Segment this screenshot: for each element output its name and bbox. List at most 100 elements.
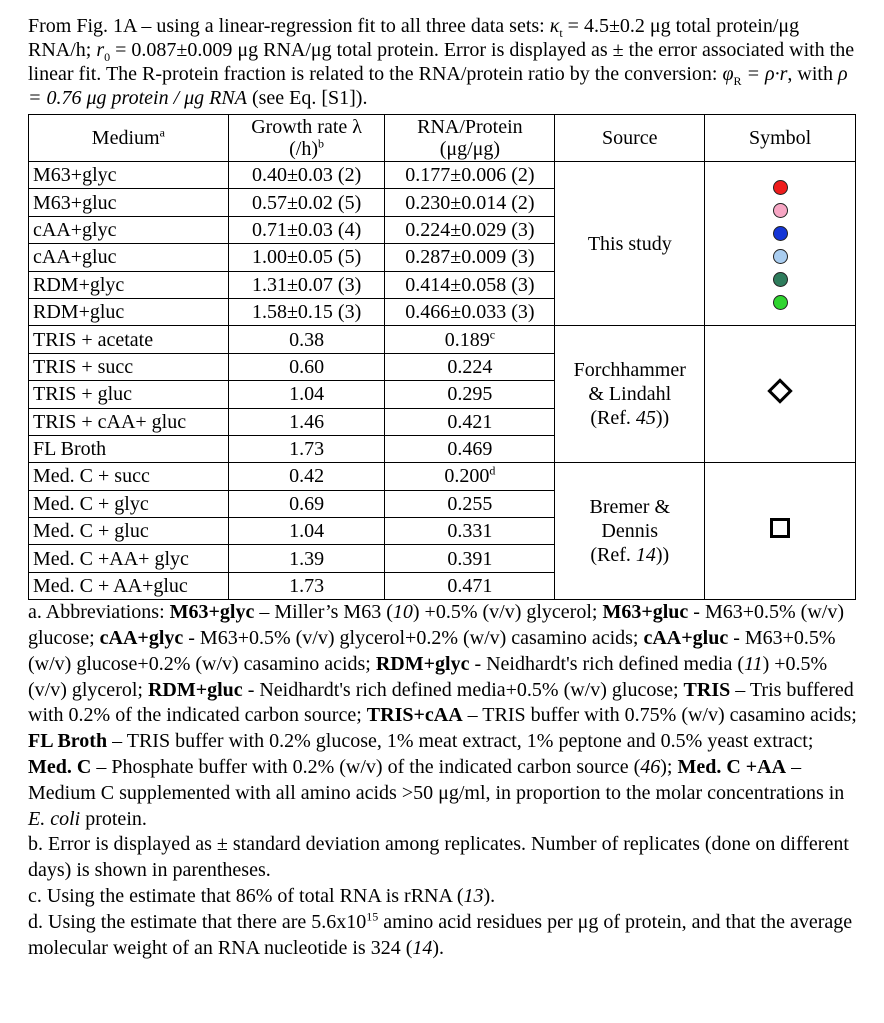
- footnote-text: c. Using the estimate that 86% of total …: [28, 885, 464, 908]
- cell-rna-protein: 0.177±0.006 (2): [384, 160, 556, 190]
- cell-medium: Med. C + glyc: [28, 489, 229, 519]
- cell-medium: M63+glyc: [28, 160, 229, 190]
- footnote-text: d. Using the estimate that there are 5.6…: [28, 910, 367, 933]
- footnote-term: TRIS: [683, 678, 731, 701]
- cell-growth-rate: 0.42: [227, 462, 386, 491]
- rna-value: 0.421: [447, 410, 493, 433]
- cell-medium: TRIS + gluc: [28, 380, 229, 409]
- source-line: Dennis: [601, 520, 659, 543]
- table-header-row: Mediuma Growth rate λ (/h)b RNA/Protein (μ…: [28, 114, 856, 162]
- source-line: & Lindahl: [588, 383, 672, 406]
- footnote-text: – TRIS buffer with 0.75% (w/v) casamino …: [462, 704, 857, 727]
- table-row: FL Broth 1.73 0.469: [28, 434, 856, 464]
- cell-growth-rate: 0.57±0.02 (5): [227, 188, 386, 217]
- cell-rna-protein: 0.230±0.014 (2): [384, 188, 556, 217]
- rna-value: 0.466±0.033 (3): [405, 301, 535, 324]
- cell-medium: cAA+gluc: [28, 243, 229, 272]
- footnote-a: a. Abbreviations: M63+glyc – Miller’s M6…: [28, 600, 858, 832]
- footnote-term: cAA+gluc: [643, 627, 729, 650]
- conversion-equation: = ρ·r: [746, 63, 788, 85]
- header-growth-rate: Growth rate λ (/h)b: [227, 114, 386, 162]
- cell-growth-rate: 0.69: [227, 489, 386, 519]
- footnote-text: protein.: [80, 807, 147, 830]
- cell-rna-protein: 0.224: [384, 352, 556, 382]
- table-row: M63+glyc 0.40±0.03 (2) 0.177±0.006 (2) This…: [28, 160, 856, 327]
- phi-subscript: R: [733, 74, 742, 88]
- cell-rna-protein: 0.469: [384, 434, 556, 464]
- r0-symbol: r: [96, 39, 105, 61]
- source-ref-number: 14: [635, 544, 656, 567]
- source-line: Forchhammer: [573, 359, 686, 382]
- table-row: M63+gluc 0.57±0.02 (5) 0.230±0.014 (2): [28, 188, 856, 217]
- table-row: Med. C + gluc 1.04 0.331: [28, 517, 856, 546]
- cell-growth-rate: 1.39: [227, 544, 386, 573]
- footnote-text: - M63+0.5% (w/v) glucose+0.2% (w/v) casa…: [28, 627, 836, 675]
- footnote-italic: 13: [463, 885, 484, 908]
- diamond-marker-icon: [767, 378, 793, 405]
- circle-marker-icon: [772, 295, 788, 311]
- cell-rna-protein: 0.414±0.058 (3): [384, 270, 556, 299]
- footnote-term: RDM+gluc: [147, 678, 243, 701]
- cell-rna-protein: 0.391: [384, 544, 556, 573]
- cell-source: This study: [554, 160, 706, 327]
- phi-symbol: φ: [722, 63, 734, 85]
- circle-marker-icon: [772, 272, 788, 288]
- cell-medium: FL Broth: [28, 434, 229, 464]
- cell-medium: M63+gluc: [28, 188, 229, 217]
- cell-rna-protein: 0.471: [384, 571, 556, 601]
- footnote-marker: c: [489, 326, 496, 341]
- kappa-symbol: κ: [549, 15, 560, 37]
- footnote-text: - M63+0.5% (v/v) glycerol+0.2% (w/v) cas…: [183, 627, 644, 650]
- dot-marker-list: [772, 180, 788, 311]
- table-caption: From Fig. 1A – using a linear-regression…: [28, 14, 858, 110]
- footnote-italic: 10: [392, 601, 413, 624]
- footnote-italic: 11: [744, 652, 763, 675]
- footnote-term: Med. C: [28, 756, 92, 779]
- rna-value: 0.189: [444, 328, 490, 351]
- kappa-subscript: t: [559, 26, 563, 40]
- cell-medium: RDM+glyc: [28, 270, 229, 299]
- cell-rna-protein: 0.255: [384, 489, 556, 519]
- rna-value: 0.224: [447, 355, 493, 378]
- footnote-c: c. Using the estimate that 86% of total …: [28, 884, 858, 910]
- rna-value: 0.471: [447, 575, 493, 598]
- r0-value: = 0.087±0.009 μg RNA/μg total protein. E…: [28, 39, 855, 85]
- rna-value: 0.230±0.014 (2): [405, 191, 535, 214]
- footnote-text: ) +0.5% (v/v) glycerol;: [28, 652, 828, 701]
- circle-marker-icon: [772, 180, 788, 196]
- footnote-text: - Neidhardt's rich defined media+0.5% (w…: [242, 678, 684, 701]
- header-rna-protein: RNA/Protein (μg/μg): [384, 114, 556, 162]
- footnote-text: ).: [483, 885, 496, 908]
- source-ref-close: )): [655, 544, 670, 567]
- cell-medium: RDM+gluc: [28, 297, 229, 327]
- footnote-text: - Neidhardt's rich defined media (: [469, 652, 745, 675]
- source-ref: (Ref.: [590, 544, 636, 567]
- footnote-text: );: [660, 756, 678, 779]
- document: From Fig. 1A – using a linear-regression…: [28, 14, 858, 961]
- footnote-italic: 14: [412, 936, 433, 959]
- cell-symbol: [704, 325, 856, 464]
- footnote-b: b. Error is displayed as ± standard devi…: [28, 832, 858, 884]
- cell-growth-rate: 1.04: [227, 517, 386, 546]
- footnote-term: RDM+glyc: [375, 652, 470, 675]
- rna-value: 0.391: [447, 547, 493, 570]
- cell-medium: Med. C + gluc: [28, 517, 229, 546]
- footnotes: a. Abbreviations: M63+glyc – Miller’s M6…: [28, 600, 858, 961]
- rna-value: 0.177±0.006 (2): [405, 164, 535, 187]
- table-row: Med. C + AA+gluc 1.73 0.471: [28, 571, 856, 601]
- footnote-marker: d: [489, 463, 496, 478]
- square-marker-icon: [770, 518, 791, 539]
- rna-value: 0.469: [447, 438, 493, 461]
- cell-growth-rate: 0.40±0.03 (2): [227, 160, 386, 190]
- cell-medium: TRIS + succ: [28, 352, 229, 382]
- cell-medium: cAA+glyc: [28, 215, 229, 245]
- footnote-text: ) +0.5% (v/v) glycerol;: [412, 601, 603, 624]
- source-ref-number: 45: [635, 407, 656, 430]
- footnote-text: b. Error is displayed as ± standard devi…: [28, 833, 849, 882]
- footnote-term: FL Broth: [28, 730, 108, 753]
- rna-value: 0.255: [447, 492, 493, 515]
- circle-marker-icon: [772, 226, 788, 242]
- footnote-d: d. Using the estimate that there are 5.6…: [28, 910, 858, 962]
- table-row: cAA+glyc 0.71±0.03 (4) 0.224±0.029 (3): [28, 215, 856, 245]
- cell-rna-protein: 0.189c: [384, 325, 556, 354]
